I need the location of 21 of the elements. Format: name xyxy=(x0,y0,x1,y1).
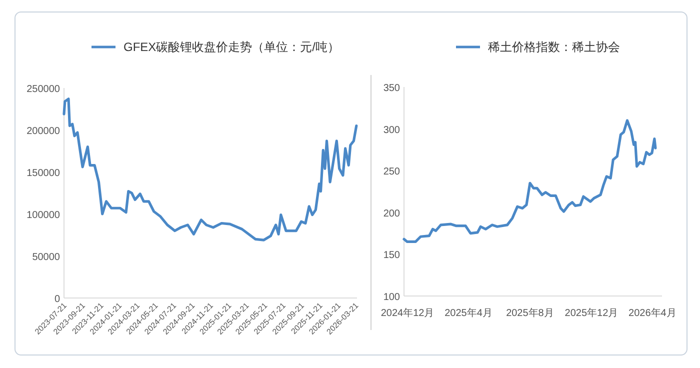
x-tick-label: 2025年12月 xyxy=(564,307,618,319)
legend-label: GFEX碳酸锂收盘价走势（单位：元/吨） xyxy=(123,40,340,54)
y-tick-label: 300 xyxy=(383,124,400,136)
line-series xyxy=(402,119,657,243)
y-tick-label: 50000 xyxy=(32,252,60,263)
y-tick-label: 250 xyxy=(383,166,400,178)
y-tick-label: 200000 xyxy=(26,126,60,137)
y-tick-label: 350 xyxy=(383,83,400,94)
x-tick-label: 2025年4月 xyxy=(444,307,492,319)
y-tick-label: 250000 xyxy=(26,84,60,95)
y-tick-label: 100000 xyxy=(26,210,60,221)
x-tick-label: 2025年8月 xyxy=(506,307,554,319)
legend-label: 稀土价格指数：稀土协会 xyxy=(488,40,620,54)
x-tick-label: 2026年4月 xyxy=(628,307,676,319)
y-tick-label: 150000 xyxy=(26,168,60,179)
y-tick-label: 0 xyxy=(54,294,60,305)
x-tick-label: 2024年12月 xyxy=(380,307,434,319)
y-tick-label: 200 xyxy=(383,208,400,220)
y-tick-label: 150 xyxy=(383,250,400,262)
y-tick-label: 100 xyxy=(383,292,400,303)
line-series xyxy=(62,98,358,242)
